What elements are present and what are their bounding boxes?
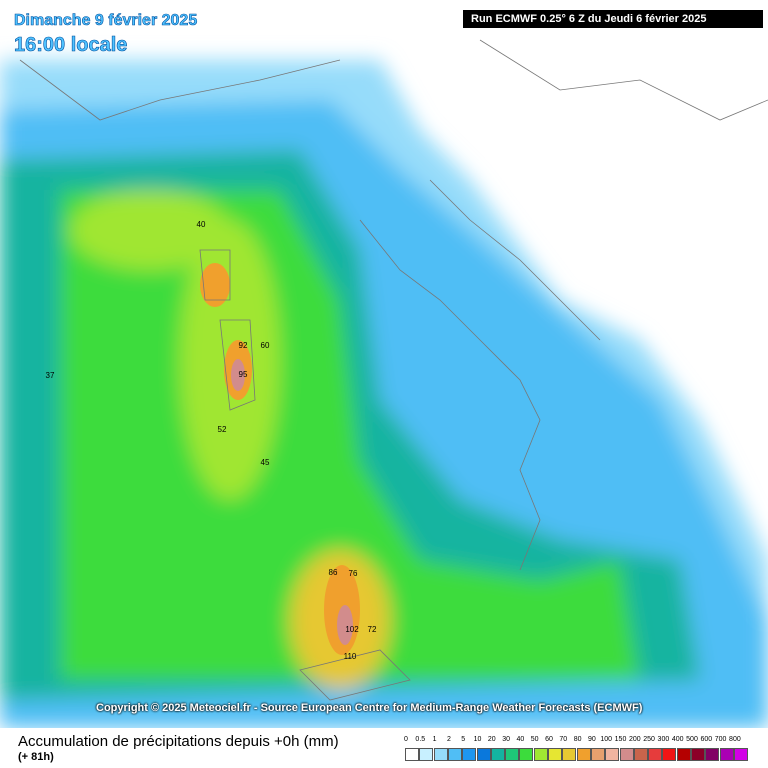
map-value: 76 [349,569,358,578]
legend-label: 300 [657,736,670,743]
legend-swatch [733,748,748,761]
legend-label: 150 [614,736,627,743]
run-info: Run ECMWF 0.25° 6 Z du Jeudi 6 février 2… [463,10,763,28]
legend-swatch [433,748,448,761]
copyright: Copyright © 2025 Meteociel.fr - Source E… [96,702,643,714]
legend-label: 250 [643,736,655,743]
legend-label: 2 [446,736,451,743]
legend-label: 30 [502,736,510,743]
legend-swatch [590,748,605,761]
legend-swatch [462,748,477,761]
legend-swatch [490,748,505,761]
legend-label: 50 [530,736,539,743]
map-value: 60 [261,341,270,350]
legend-swatch [519,748,534,761]
legend-label: 100 [600,736,613,743]
legend-swatch [619,748,634,761]
map-value: 45 [261,458,270,467]
precip-map: 92 95 86 102 110 72 76 52 60 40 45 37 [0,39,768,728]
lead-time: (+ 81h) [18,751,54,763]
footer: Accumulation de précipitations depuis +0… [0,728,768,768]
legend-label: 1 [432,736,437,743]
legend-label: 80 [573,736,582,743]
legend-label: 0 [404,736,408,743]
legend-label: 800 [729,736,741,743]
legend-label: 90 [587,736,596,743]
map-value: 72 [368,625,377,634]
map-value: 110 [344,652,357,661]
map-value: 92 [239,341,248,350]
legend-label: 700 [714,736,727,743]
legend-swatch [447,748,462,761]
legend-label: 0.5 [415,736,426,743]
legend-label: 5 [461,736,466,743]
legend-label: 10 [473,736,482,743]
map-value: 52 [218,425,227,434]
legend-swatch [719,748,734,761]
time: 16:00 locale [14,34,128,57]
date: Dimanche 9 février 2025 [14,12,198,30]
legend-swatch [705,748,720,761]
legend-label: 70 [559,736,568,743]
legend-swatch [419,748,434,761]
legend-swatch [648,748,663,761]
legend-swatch [405,748,419,761]
legend-label: 20 [487,736,496,743]
legend-label: 40 [516,736,525,743]
legend-swatch [548,748,562,761]
legend-swatch [576,748,591,761]
legend-swatch [533,748,548,761]
map-value: 37 [46,371,55,380]
legend-swatch [662,748,677,761]
legend-label: 200 [628,736,641,743]
legend-swatch [605,748,620,761]
map-values: 92 95 86 102 110 72 76 52 60 40 45 37 [46,220,377,661]
map-value: 40 [197,220,206,229]
footer-title: Accumulation de précipitations depuis +0… [18,733,339,750]
legend-label: 600 [700,736,713,743]
map-value: 86 [329,568,338,577]
legend-swatch [476,748,491,761]
legend-label: 500 [686,736,698,743]
legend-swatch [676,748,691,761]
legend-swatch [505,748,520,761]
legend-swatch [562,748,577,761]
legend-label: 400 [671,736,684,743]
legend-swatch [633,748,648,761]
legend-swatch [691,748,705,761]
map-value: 102 [345,625,359,634]
legend-label: 60 [545,736,553,743]
map-value: 95 [239,370,248,379]
